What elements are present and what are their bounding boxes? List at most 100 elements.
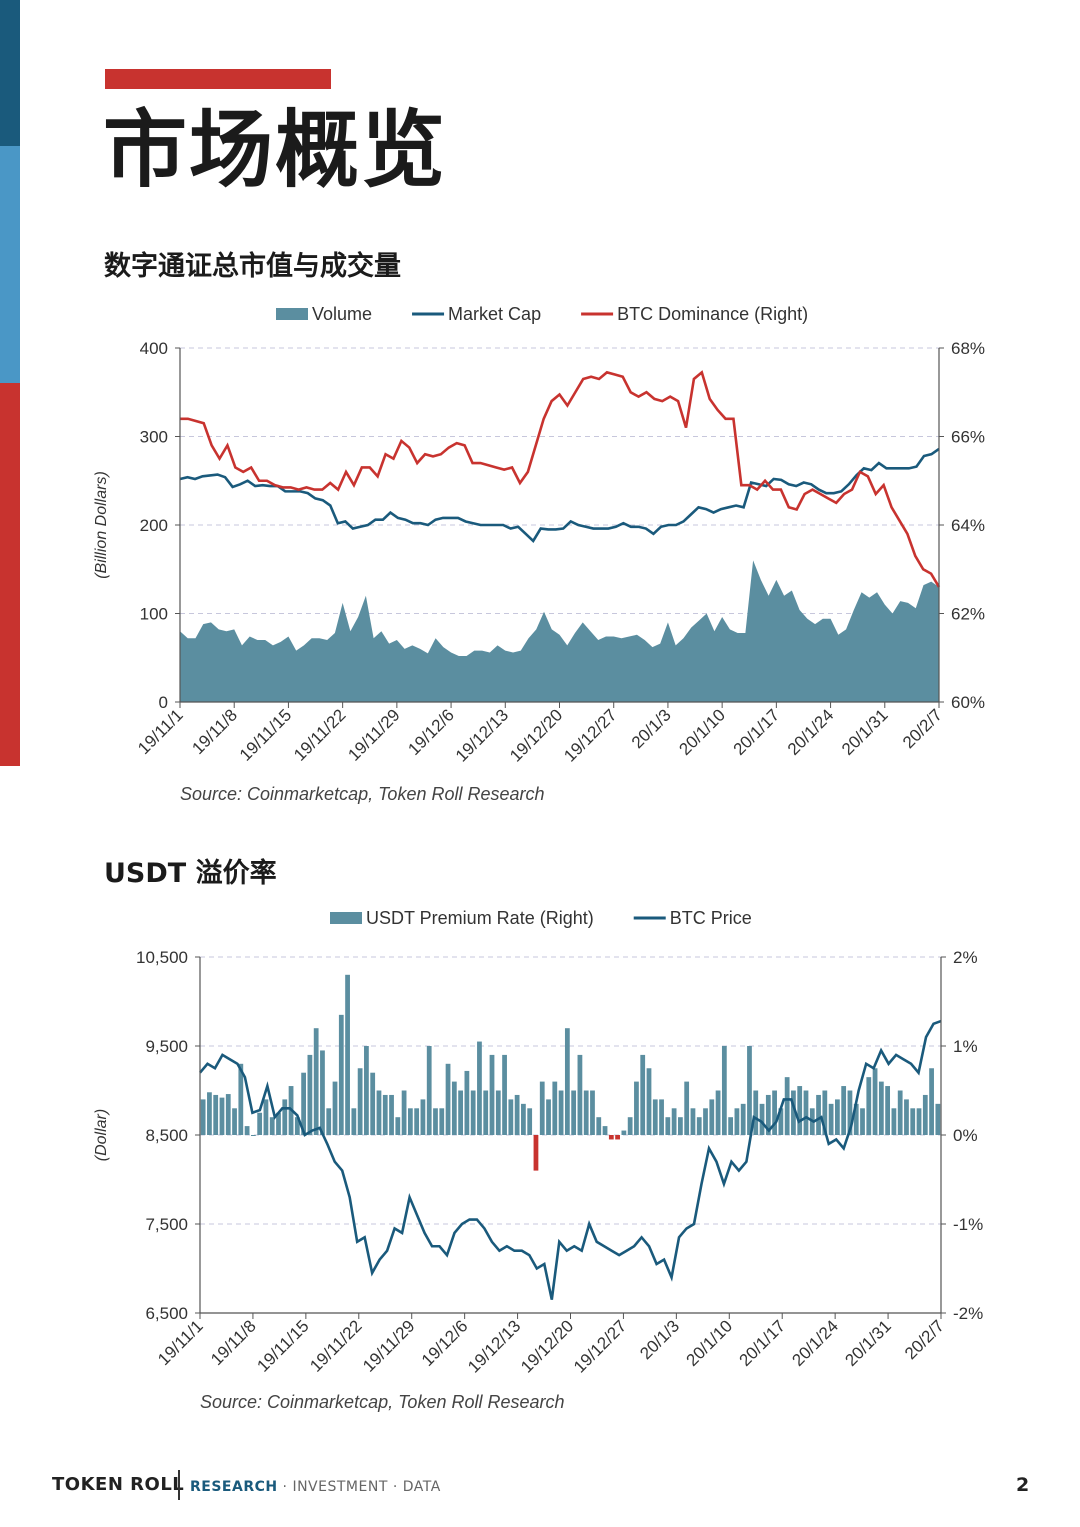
premium-bar (232, 1108, 237, 1135)
premium-bar (269, 1117, 275, 1135)
market-cap-line (179, 447, 940, 543)
footer-divider (178, 1470, 180, 1500)
x-tick-label: 19/11/8 (207, 1316, 260, 1369)
y-right-tick-label: 60% (951, 693, 985, 712)
premium-bar (401, 1090, 407, 1135)
x-tick-label: 19/11/29 (344, 705, 403, 764)
y-tick-label: 7,500 (145, 1215, 188, 1234)
premium-bar (219, 1097, 225, 1135)
premium-bar (546, 1099, 551, 1135)
premium-bar (747, 1046, 752, 1135)
x-tick-label: 19/11/8 (188, 705, 241, 758)
premium-bar (244, 1126, 250, 1135)
legend-swatch-box (276, 308, 308, 320)
premium-bar (897, 1090, 903, 1135)
premium-bar (935, 1103, 941, 1135)
premium-bar (364, 1046, 369, 1135)
premium-bar (834, 1099, 840, 1135)
premium-bar (502, 1054, 507, 1135)
premium-bar (853, 1103, 859, 1135)
premium-bar (263, 1099, 269, 1135)
y-tick-label: 300 (140, 428, 168, 447)
x-tick-label: 19/12/13 (452, 705, 512, 765)
premium-bar (464, 1070, 470, 1135)
premium-bar (433, 1108, 438, 1135)
premium-bar (621, 1130, 627, 1135)
x-tick-label: 20/1/10 (675, 705, 729, 759)
volume-area (180, 560, 939, 702)
premium-bar (257, 1112, 263, 1135)
premium-bar (282, 1099, 288, 1135)
premium-bar (665, 1117, 671, 1135)
premium-bar (690, 1108, 696, 1135)
premium-bar (910, 1108, 916, 1135)
premium-bar (357, 1068, 363, 1135)
x-tick-label: 20/1/31 (841, 1316, 895, 1370)
premium-bar (753, 1090, 759, 1135)
premium-bar (847, 1090, 853, 1135)
premium-bar (301, 1072, 307, 1135)
premium-bar (370, 1072, 376, 1135)
y-tick-label: 9,500 (145, 1037, 188, 1056)
y-right-tick-label: 66% (951, 428, 985, 447)
premium-bar (778, 1108, 784, 1135)
premium-bar (439, 1108, 445, 1135)
btc-price-line (199, 1019, 942, 1300)
premium-bar (458, 1090, 463, 1135)
premium-bar (602, 1126, 608, 1135)
section-title-market-cap: 数字通证总市值与成交量 (104, 251, 401, 282)
premium-bar (640, 1054, 646, 1135)
plot-area (179, 370, 941, 702)
premium-bar (721, 1046, 727, 1135)
premium-bar (345, 974, 350, 1135)
title-rule (105, 69, 331, 89)
legend-label: Volume (312, 304, 372, 324)
x-tick-label: 20/1/31 (838, 705, 892, 759)
premium-bar (552, 1081, 558, 1135)
legend-label: BTC Price (670, 908, 752, 928)
premium-bar (671, 1108, 677, 1135)
premium-bar (307, 1054, 313, 1135)
premium-bar (678, 1117, 683, 1135)
x-tick-label: 20/1/24 (788, 1316, 842, 1370)
y-right-tick-label: 2% (953, 948, 978, 967)
premium-bar (382, 1094, 388, 1135)
legend-swatch-box (330, 912, 362, 924)
premium-bar (213, 1094, 219, 1135)
x-tick-label: 19/12/6 (404, 705, 458, 759)
premium-bar (828, 1103, 834, 1135)
x-tick-label: 19/12/27 (560, 705, 620, 765)
premium-bar (916, 1108, 922, 1135)
y-tick-label: 10,500 (136, 948, 188, 967)
footer-tag-research: RESEARCH (190, 1479, 278, 1495)
y-tick-label: 100 (140, 605, 168, 624)
side-bar-blue (0, 146, 20, 383)
premium-bar (320, 1050, 325, 1135)
y-tick-label: 200 (140, 516, 168, 535)
premium-bar (627, 1117, 633, 1135)
premium-bar (684, 1081, 690, 1135)
y-right-tick-label: 0% (953, 1126, 978, 1145)
premium-bar (822, 1090, 828, 1135)
premium-bar (860, 1108, 865, 1135)
y-right-tick-label: 68% (951, 339, 985, 358)
premium-bar (759, 1103, 765, 1135)
source-note: Source: Coinmarketcap, Token Roll Resear… (200, 1392, 565, 1412)
premium-bar (797, 1086, 803, 1135)
premium-bar (313, 1028, 319, 1135)
premium-bar (765, 1094, 771, 1135)
premium-bar (564, 1028, 570, 1135)
premium-bar (904, 1099, 909, 1135)
premium-bar (596, 1117, 602, 1135)
y-axis-title: (Billion Dollars) (93, 471, 110, 579)
premium-bar (558, 1090, 564, 1135)
premium-bar (634, 1081, 639, 1135)
premium-bar (338, 1014, 344, 1135)
premium-bar (539, 1081, 545, 1135)
y-tick-label: 8,500 (145, 1126, 188, 1145)
premium-bar (514, 1094, 520, 1135)
x-tick-label: 20/2/7 (901, 1316, 948, 1363)
premium-bar (878, 1081, 884, 1135)
page-number: 2 (1016, 1474, 1030, 1496)
x-tick-label: 20/1/24 (784, 705, 838, 759)
